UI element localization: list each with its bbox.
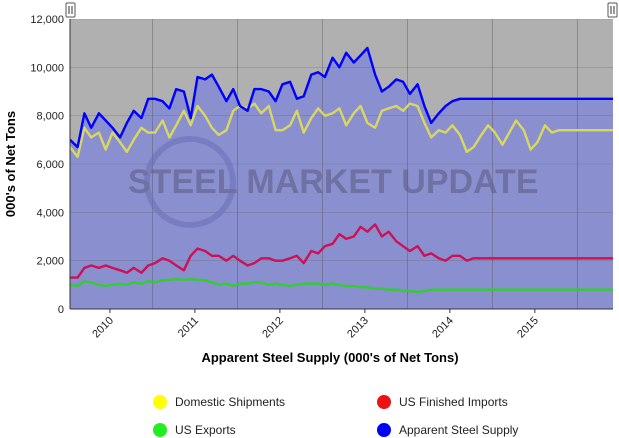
x-tick-label: 2011 — [176, 315, 201, 340]
series-line-us-finished-imports — [70, 223, 613, 279]
x-tick-label: 2010 — [90, 315, 116, 341]
y-tick-label: 8,000 — [36, 111, 64, 123]
legend: Domestic Shipments US Finished Imports U… — [153, 395, 518, 437]
legend-label: Apparent Steel Supply — [399, 423, 518, 437]
legend-marker — [377, 423, 391, 437]
x-tick-label: 2012 — [260, 315, 286, 341]
x-tick-label: 2015 — [515, 315, 541, 341]
x-tick-label: 2014 — [430, 315, 456, 341]
watermark-logo — [144, 136, 236, 228]
legend-item-us-exports[interactable]: US Exports — [153, 423, 236, 437]
supply-area — [70, 48, 613, 309]
x-tick-label: 2013 — [345, 315, 371, 341]
right-range-handle[interactable] — [607, 2, 618, 18]
y-tick-label: 10,000 — [30, 62, 64, 74]
watermark: STEEL MARKET UPDATE — [128, 136, 539, 228]
y-tick-label: 6,000 — [36, 159, 64, 171]
legend-label: Domestic Shipments — [175, 395, 285, 409]
legend-label: US Exports — [175, 423, 236, 437]
watermark-text: STEEL MARKET UPDATE — [128, 163, 539, 201]
pause-bars-icon — [610, 6, 615, 14]
y-tick-label: 12,000 — [30, 14, 64, 26]
legend-marker — [153, 395, 167, 409]
y-tick-label: 0 — [58, 304, 64, 316]
legend-label: US Finished Imports — [399, 395, 508, 409]
legend-item-domestic-shipments[interactable]: Domestic Shipments — [153, 395, 285, 409]
series-line-domestic-shipments — [70, 102, 613, 158]
legend-item-us-finished-imports[interactable]: US Finished Imports — [377, 395, 508, 409]
legend-item-apparent-steel-supply[interactable]: Apparent Steel Supply — [377, 423, 518, 437]
legend-marker — [377, 395, 391, 409]
y-tick-label: 2,000 — [36, 256, 64, 268]
legend-marker — [153, 423, 167, 437]
pause-bars-icon — [68, 6, 73, 14]
y-axis-title: 000's of Net Tons — [3, 111, 18, 217]
series-line-us-exports — [70, 277, 613, 294]
y-tick-label: 4,000 — [36, 207, 64, 219]
left-range-handle[interactable] — [65, 2, 76, 18]
x-axis-title: Apparent Steel Supply (000's of Net Tons… — [201, 350, 458, 365]
series-line-apparent-steel-supply — [70, 46, 613, 149]
